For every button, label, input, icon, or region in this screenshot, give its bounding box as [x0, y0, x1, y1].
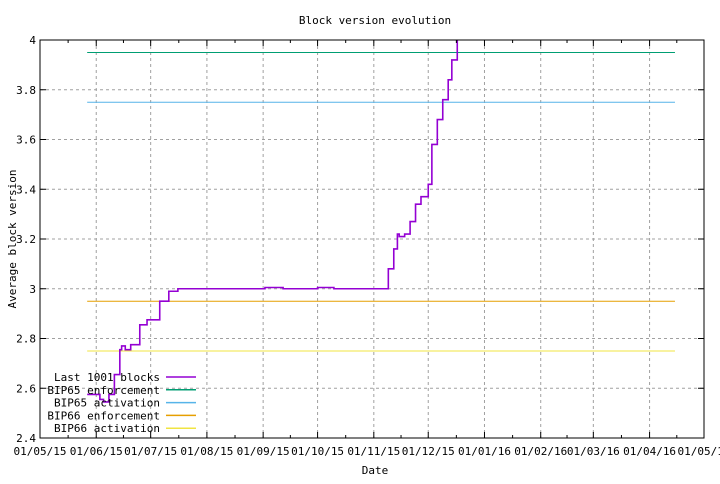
x-tick-label: 01/07/15: [124, 445, 177, 458]
x-tick-label: 01/06/15: [70, 445, 123, 458]
x-tick-label: 01/01/16: [458, 445, 511, 458]
chart-title: Block version evolution: [299, 14, 451, 27]
x-tick-label: 01/09/15: [237, 445, 290, 458]
x-tick-label: 01/02/16: [514, 445, 567, 458]
x-tick-label: 01/12/15: [402, 445, 455, 458]
y-tick-label: 2.6: [16, 382, 36, 395]
x-axis-label: Date: [362, 464, 389, 477]
y-tick-label: 3.8: [16, 84, 36, 97]
y-tick-label: 3.6: [16, 134, 36, 147]
x-tick-label: 01/05/15: [14, 445, 67, 458]
legend-label: BIP66 activation: [54, 422, 160, 435]
legend-label: BIP65 enforcement: [47, 384, 160, 397]
y-tick-label: 4: [29, 34, 36, 47]
x-tick-label: 01/08/15: [180, 445, 233, 458]
y-tick-label: 3.2: [16, 233, 36, 246]
series-layer: [87, 40, 675, 403]
x-tick-label: 01/04/16: [623, 445, 676, 458]
x-tick-label: 01/11/15: [347, 445, 400, 458]
x-tick-label: 01/05/16: [678, 445, 720, 458]
x-tick-label: 01/10/15: [291, 445, 344, 458]
y-axis-label: Average block version: [6, 169, 19, 308]
series-line-last-1001-blocks: [87, 40, 459, 403]
y-tick-label: 3: [29, 283, 36, 296]
y-tick-label: 2.8: [16, 333, 36, 346]
legend-label: BIP65 activation: [54, 397, 160, 410]
legend-label: BIP66 enforcement: [47, 409, 160, 422]
y-tick-label: 3.4: [16, 183, 36, 196]
legend-label: Last 1001 blocks: [54, 371, 160, 384]
x-tick-label: 01/03/16: [567, 445, 620, 458]
ticks: 01/05/15 01/06/15 01/07/15 01/08/15 01/09/15…: [14, 34, 720, 458]
y-tick-label: 2.4: [16, 432, 36, 445]
